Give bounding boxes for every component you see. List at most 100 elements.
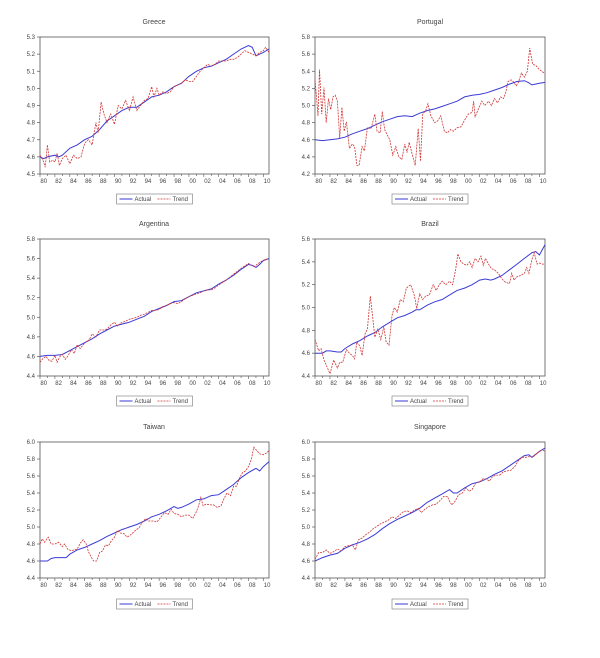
x-tick-label: 96 (160, 179, 167, 185)
y-tick-label: 5.4 (302, 260, 311, 266)
x-tick-label: 08 (525, 583, 532, 589)
x-axis-labels: 80 82 84 86 88 90 92 94 96 98 00 02 04 06 08 10 (314, 376, 547, 387)
actual-series-line (40, 461, 270, 562)
y-tick-label: 5.2 (302, 508, 311, 514)
chart-title: Brazil (421, 221, 439, 228)
x-tick-label: 04 (219, 583, 226, 589)
y-tick-label: 4.8 (27, 121, 36, 127)
x-tick-label: 00 (465, 583, 472, 589)
y-tick-label: 5.0 (27, 315, 36, 321)
actual-series-line (39, 45, 270, 160)
x-tick-label: 96 (435, 179, 442, 185)
x-tick-label: 86 (85, 179, 92, 185)
x-tick-label: 02 (204, 381, 211, 387)
legend-actual-label: Actual (410, 602, 427, 608)
x-tick-label: 92 (130, 583, 137, 589)
x-axis-labels: 80 82 84 86 88 90 92 94 96 98 00 02 04 06 08 10 (314, 578, 547, 589)
x-tick-label: 88 (100, 583, 107, 589)
chart-title: Singapore (414, 424, 446, 431)
y-tick-label: 5.6 (27, 474, 36, 480)
x-tick-label: 04 (219, 179, 226, 185)
y-axis-labels: 4.5 4.6 4.7 4.8 4.9 5.0 5.1 5.2 5.3 (27, 35, 40, 178)
x-tick-label: 86 (360, 583, 367, 589)
y-tick-label: 4.4 (302, 374, 311, 380)
x-tick-label: 06 (234, 179, 241, 185)
legend: Actual Trend (391, 193, 469, 205)
x-tick-label: 82 (55, 381, 62, 387)
trend-series-line (314, 48, 546, 166)
x-tick-label: 10 (264, 583, 271, 589)
y-tick-label: 5.2 (302, 283, 311, 289)
y-tick-label: 4.4 (302, 155, 311, 161)
legend-trend-label: Trend (173, 399, 188, 405)
y-tick-label: 4.6 (27, 559, 36, 565)
trend-series-line (39, 446, 270, 562)
x-tick-label: 92 (405, 381, 412, 387)
legend-trend-label: Trend (448, 197, 463, 203)
x-tick-label: 84 (345, 179, 352, 185)
x-tick-label: 98 (450, 179, 457, 185)
legend-actual-label: Actual (135, 399, 152, 405)
y-tick-label: 4.4 (27, 576, 36, 582)
y-tick-label: 5.0 (302, 306, 311, 312)
x-tick-label: 86 (360, 179, 367, 185)
x-tick-label: 82 (330, 381, 337, 387)
legend-box (391, 395, 469, 407)
actual-series-line (315, 244, 546, 354)
legend: Actual Trend (116, 395, 193, 407)
chart-panel-portugal: Portugal 4.24.44.64.85.05.25.45.65.8 80 8… (302, 19, 547, 205)
x-tick-label: 94 (145, 179, 152, 185)
chart-panel-taiwan: Taiwan 4.44.64.85.05.25.45.65.86.0 80 82 8… (27, 424, 271, 610)
y-tick-label: 5.4 (27, 491, 36, 497)
actual-series-line (314, 80, 546, 142)
y-axis-labels: 4.4 4.6 4.8 5.0 5.2 5.4 5.6 5.8 (27, 237, 40, 380)
y-tick-label: 5.2 (27, 52, 36, 58)
legend-actual-label: Actual (410, 399, 427, 405)
y-tick-label: 5.6 (302, 237, 311, 243)
x-tick-label: 80 (315, 583, 322, 589)
y-tick-label: 4.2 (302, 172, 311, 178)
x-tick-label: 90 (115, 381, 122, 387)
x-tick-label: 00 (465, 381, 472, 387)
y-tick-label: 5.4 (27, 276, 36, 282)
x-tick-label: 80 (315, 381, 322, 387)
y-tick-label: 5.0 (302, 525, 311, 531)
y-tick-label: 4.5 (27, 172, 36, 178)
x-tick-label: 00 (189, 381, 196, 387)
y-axis-labels: 4.4 4.6 4.8 5.0 5.2 5.4 5.6 5.8 6.0 (302, 440, 315, 582)
plot-frame (39, 238, 270, 377)
x-tick-label: 02 (204, 583, 211, 589)
y-tick-label: 5.3 (27, 35, 36, 41)
x-tick-label: 90 (115, 179, 122, 185)
x-tick-label: 10 (540, 179, 547, 185)
y-tick-label: 4.6 (27, 354, 36, 360)
x-tick-label: 06 (234, 381, 241, 387)
y-tick-label: 5.6 (27, 257, 36, 263)
x-tick-label: 92 (405, 179, 412, 185)
y-tick-label: 4.8 (302, 121, 311, 127)
x-tick-label: 08 (525, 179, 532, 185)
x-tick-label: 86 (85, 583, 92, 589)
x-tick-label: 08 (249, 381, 256, 387)
legend-actual-label: Actual (135, 602, 152, 608)
x-tick-label: 96 (435, 583, 442, 589)
x-tick-label: 06 (510, 381, 517, 387)
x-tick-label: 80 (40, 381, 47, 387)
chart-panel-singapore: Singapore 4.4 4.6 4.8 5.0 5.2 5.4 5.6 5.8 6.0 80… (302, 424, 547, 610)
y-tick-label: 5.8 (302, 35, 311, 41)
x-tick-label: 80 (40, 583, 47, 589)
x-tick-label: 92 (405, 583, 412, 589)
x-tick-label: 02 (480, 179, 487, 185)
x-tick-label: 00 (189, 179, 196, 185)
x-tick-label: 06 (234, 583, 241, 589)
x-tick-label: 82 (330, 179, 337, 185)
y-tick-label: 4.6 (302, 559, 311, 565)
y-tick-label: 4.6 (302, 138, 311, 144)
x-tick-label: 84 (70, 381, 77, 387)
x-tick-label: 06 (510, 583, 517, 589)
x-tick-label: 94 (420, 179, 427, 185)
y-tick-label: 4.4 (27, 374, 36, 380)
x-tick-label: 98 (450, 381, 457, 387)
plot-frame (314, 36, 546, 175)
